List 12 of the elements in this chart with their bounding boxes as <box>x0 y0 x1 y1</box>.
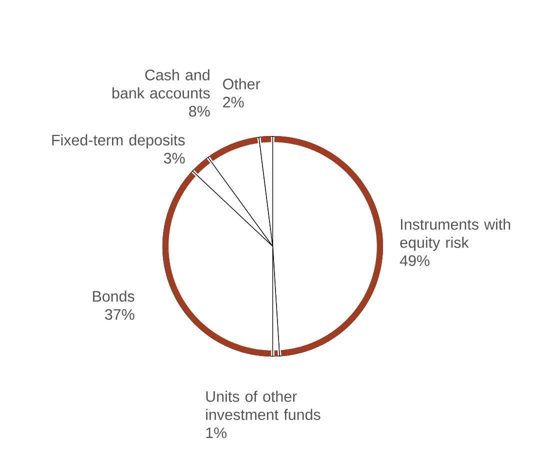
slice-label: Cash and bank accounts <box>112 69 210 99</box>
slice-label: Bonds <box>93 290 134 302</box>
data-label: 49% <box>400 255 430 266</box>
slice-label: Fixed-term deposits <box>52 134 185 148</box>
slice-label: Instruments with equity risk <box>400 218 510 251</box>
data-label: 1% <box>206 427 227 438</box>
data-label: 2% <box>223 96 244 108</box>
slice-label: Units of other investment funds <box>206 390 320 420</box>
slice-label: Other <box>223 78 260 90</box>
data-label: 3% <box>164 152 185 164</box>
data-label: 37% <box>105 309 134 320</box>
data-label: 8% <box>189 106 210 117</box>
